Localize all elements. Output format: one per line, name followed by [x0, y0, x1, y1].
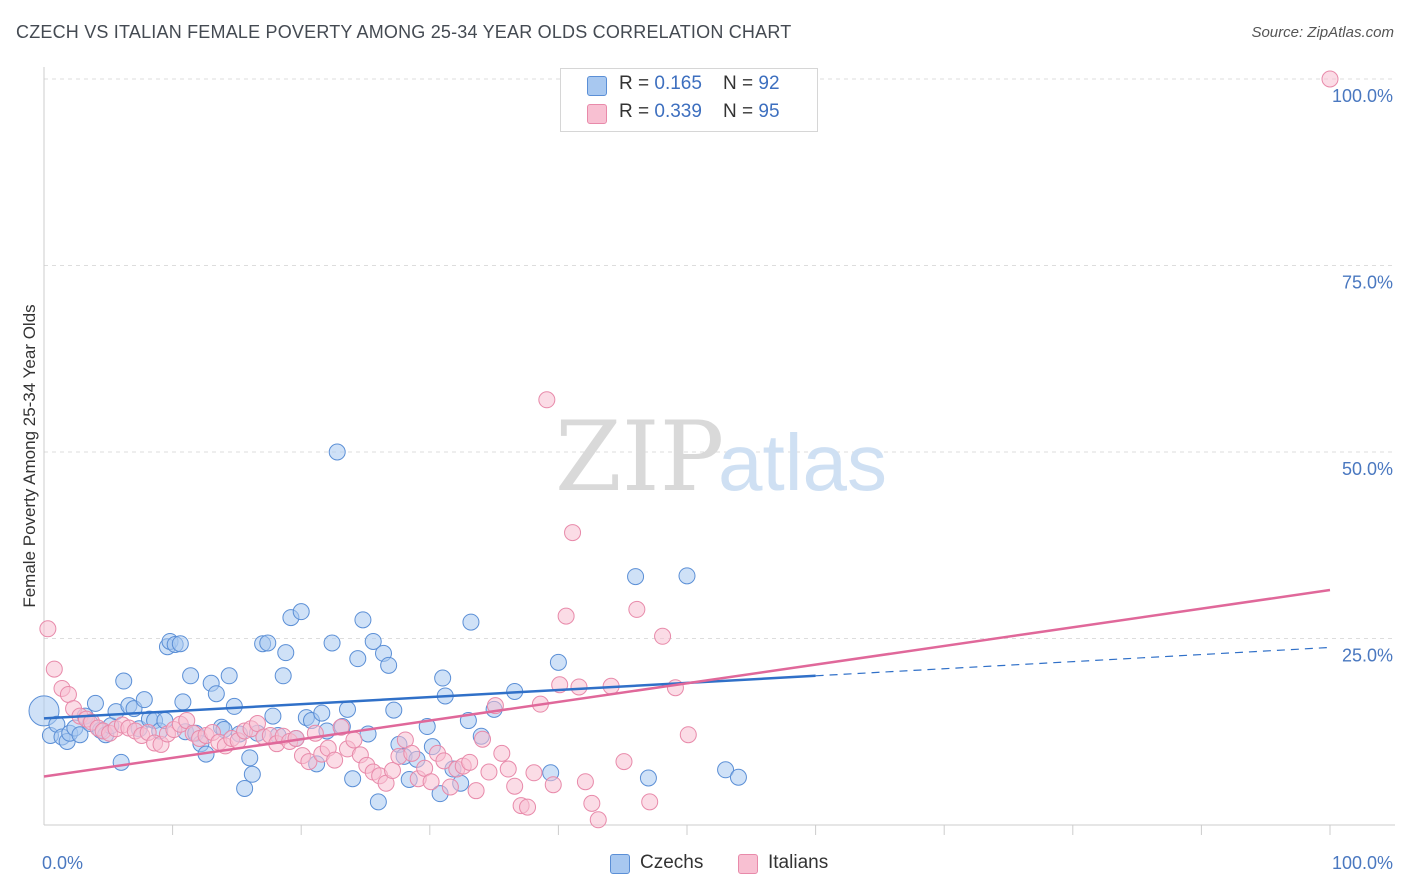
italian-point — [583, 794, 601, 812]
czech-point — [86, 694, 104, 712]
czech-point — [354, 611, 372, 629]
legend-swatch-italians — [587, 104, 607, 124]
czech-point — [182, 667, 200, 685]
italian-point — [345, 731, 363, 749]
czech-point — [462, 613, 480, 631]
watermark-zip: ZIP — [555, 401, 724, 513]
italian-point — [628, 600, 646, 618]
chart-source: Source: ZipAtlas.com — [1251, 24, 1394, 41]
italian-trend-line — [43, 588, 1331, 778]
italian-point — [384, 762, 402, 780]
czech-point — [243, 765, 261, 783]
italian-point — [525, 764, 543, 782]
italian-point — [519, 798, 537, 816]
italian-point — [480, 763, 498, 781]
czech-point — [236, 779, 254, 797]
czech-point — [313, 704, 331, 722]
czech-point — [112, 753, 130, 771]
czech-point — [338, 700, 356, 718]
bottom-legend-swatch-italians — [738, 854, 758, 874]
italian-point — [506, 777, 524, 795]
czech-point — [349, 650, 367, 668]
italian-point — [654, 627, 672, 645]
legend-swatch-czechs — [587, 76, 607, 96]
czech-point — [220, 667, 238, 685]
czech-point — [729, 768, 747, 786]
czech-trend-extension — [815, 646, 1331, 677]
italian-point — [1321, 70, 1339, 88]
italian-point — [570, 678, 588, 696]
bottom-legend-label-italians: Italians — [768, 852, 829, 873]
italian-point — [679, 726, 697, 744]
italian-point — [332, 718, 350, 736]
italian-point — [467, 782, 485, 800]
czech-point — [207, 685, 225, 703]
italian-point — [589, 811, 607, 829]
y-tick-label-2: 50.0% — [1342, 459, 1393, 479]
czech-point — [323, 634, 341, 652]
czech-point — [364, 632, 382, 650]
italian-point — [493, 744, 511, 762]
y-tick-label-1: 75.0% — [1342, 273, 1393, 293]
x-tick-label-1: 100.0% — [1332, 853, 1393, 873]
italian-point — [564, 524, 582, 542]
czech-point — [171, 635, 189, 653]
czech-point — [434, 669, 452, 687]
czech-point — [264, 707, 282, 725]
czech-point — [369, 793, 387, 811]
czech-point — [639, 769, 657, 787]
italian-point — [39, 620, 57, 638]
italian-point — [45, 660, 63, 678]
italian-point — [59, 685, 77, 703]
italian-point — [474, 730, 492, 748]
czech-point — [678, 567, 696, 585]
italian-point — [461, 753, 479, 771]
italian-point — [300, 753, 318, 771]
watermark-atlas: atlas — [718, 418, 887, 507]
czech-point — [115, 672, 133, 690]
czech-point — [385, 701, 403, 719]
y-axis-label: Female Poverty Among 25-34 Year Olds — [20, 304, 39, 608]
italian-point — [441, 778, 459, 796]
czech-point — [259, 634, 277, 652]
italian-point — [615, 753, 633, 771]
czech-point — [174, 693, 192, 711]
czech-point — [549, 653, 567, 671]
italian-point — [403, 744, 421, 762]
italian-point — [538, 391, 556, 409]
czech-point — [717, 761, 735, 779]
legend-stats-czechs: R = 0.165 N = 92 — [619, 73, 780, 94]
italian-point — [422, 773, 440, 791]
czech-point — [292, 603, 310, 621]
y-tick-label-3: 25.0% — [1342, 646, 1393, 666]
bottom-legend-swatch-czechs — [610, 854, 630, 874]
czech-point — [71, 726, 89, 744]
italian-point — [576, 773, 594, 791]
stats-legend: R = 0.165 N = 92 R = 0.339 N = 95 — [560, 68, 818, 132]
italian-point — [544, 776, 562, 794]
italian-point — [557, 607, 575, 625]
italian-point — [326, 751, 344, 769]
czech-point — [135, 691, 153, 709]
italian-point — [499, 760, 517, 778]
bottom-legend-label-czechs: Czechs — [640, 852, 704, 873]
legend-stats-italians: R = 0.339 N = 95 — [619, 101, 780, 122]
italian-point — [641, 793, 659, 811]
czech-point — [627, 568, 645, 586]
chart-title: CZECH VS ITALIAN FEMALE POVERTY AMONG 25… — [16, 22, 792, 42]
czech-point — [274, 667, 292, 685]
italian-point — [435, 752, 453, 770]
x-tick-label-0: 0.0% — [42, 853, 83, 873]
czech-point — [277, 644, 295, 662]
czech-point — [241, 749, 259, 767]
y-tick-label-0: 100.0% — [1332, 86, 1393, 106]
czech-point — [380, 656, 398, 674]
czech-point — [344, 770, 362, 788]
czech-point — [328, 443, 346, 461]
